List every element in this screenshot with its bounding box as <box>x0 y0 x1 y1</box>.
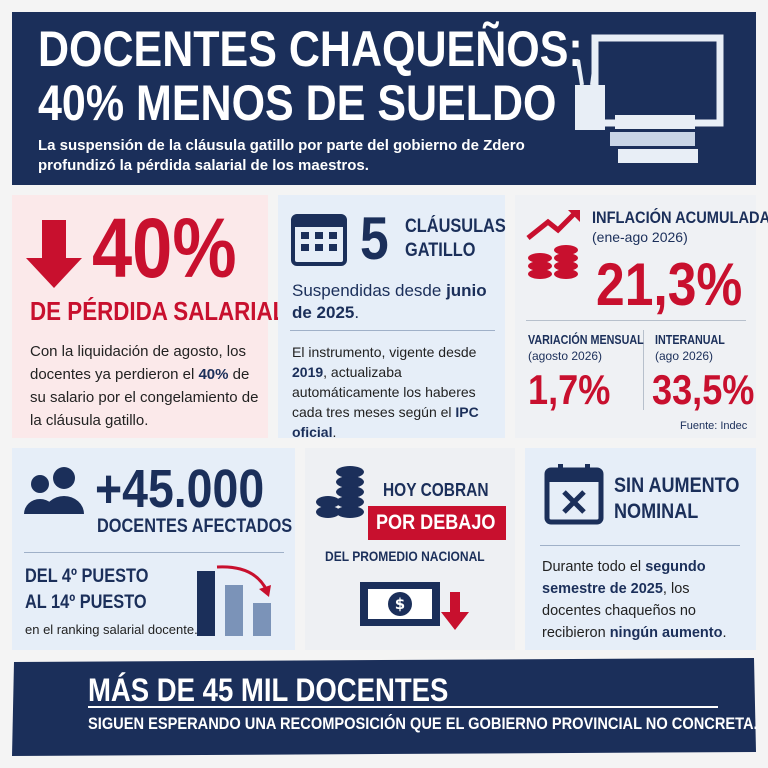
text: , actualizaba automáticamente los habere… <box>292 364 476 420</box>
highlight-box <box>368 506 506 540</box>
coins-icon <box>316 466 364 518</box>
label: VARIACIÓN MENSUAL <box>528 333 644 347</box>
down-arrow-icon <box>26 220 82 288</box>
big-figure: +45.000 <box>95 459 265 519</box>
calendar-x-icon <box>544 464 604 525</box>
text: El instrumento, vigente desde <box>292 344 477 360</box>
label: INTERANUAL <box>655 333 725 347</box>
divider <box>88 706 718 708</box>
body-text: El instrumento, vigente desde 2019, actu… <box>292 342 500 442</box>
text: Durante todo el <box>542 559 646 575</box>
footer-title: MÁS DE 45 MIL DOCENTES <box>88 672 449 708</box>
text: . <box>332 424 337 440</box>
ranking: DEL 4º PUESTO <box>25 566 149 587</box>
title: 40% MENOS DE SUELDO <box>38 75 557 131</box>
calendar-icon <box>291 214 347 266</box>
body-text: Con la liquidación de agosto, los docent… <box>30 340 260 432</box>
text: , los docentes chaqueños no recibieron <box>542 581 696 641</box>
big-figure: 5 <box>360 205 389 272</box>
label: NOMINAL <box>614 500 699 523</box>
divider <box>24 552 284 553</box>
board-icon <box>575 34 724 163</box>
subtitle: La suspensión de la cláusula gatillo por… <box>38 137 525 174</box>
big-figure: 21,3% <box>596 251 743 318</box>
card <box>515 195 756 438</box>
text: Con la liquidación de agosto, los docent… <box>30 343 246 383</box>
divider <box>540 545 740 546</box>
ranking: AL 14º PUESTO <box>25 592 147 613</box>
label: GATILLO <box>405 240 476 261</box>
label: DE PÉRDIDA SALARIAL <box>30 296 287 326</box>
subtitle-text: Suspendidas desde junio de 2025. <box>292 280 497 324</box>
text: . <box>722 625 727 641</box>
text: . <box>354 303 360 322</box>
label: CLÁUSULAS <box>405 216 506 237</box>
bold-text: 2019 <box>292 364 324 380</box>
label: SIN AUMENTO <box>614 474 740 497</box>
money-icon: $ <box>360 582 469 630</box>
inflation-icon <box>526 210 580 279</box>
bold-text: 40% <box>198 366 229 383</box>
body-text: Durante todo el segundo semestre de 2025… <box>542 556 747 644</box>
text: de su salario por el congelamiento de la… <box>30 366 259 429</box>
divider <box>290 330 495 331</box>
label: INFLACIÓN ACUMULADA <box>592 208 768 227</box>
figure: 1,7% <box>528 366 611 413</box>
period: (ago 2026) <box>655 349 714 363</box>
big-figure: 40% <box>92 201 237 295</box>
highlight: POR DEBAJO <box>376 511 496 534</box>
bold-text: ningún aumento <box>609 625 723 641</box>
period: (ene-ago 2026) <box>592 229 688 245</box>
title: DOCENTES CHAQUEÑOS: <box>38 21 583 77</box>
svg-text:$: $ <box>395 595 405 613</box>
text: Suspendidas desde <box>292 281 447 300</box>
note: en el ranking salarial docente. <box>25 622 198 637</box>
divider <box>643 330 644 410</box>
source: Fuente: Indec <box>680 420 748 432</box>
period: (agosto 2026) <box>528 349 603 363</box>
label: HOY COBRAN <box>383 480 489 500</box>
bold-text: junio de 2025 <box>292 281 487 322</box>
ranking-icon <box>197 565 271 636</box>
divider <box>526 320 746 321</box>
label: DEL PROMEDIO NACIONAL <box>325 548 485 564</box>
figure: 33,5% <box>652 366 755 413</box>
bold-text: segundo semestre de 2025 <box>542 559 706 597</box>
footer-subtitle: SIGUEN ESPERANDO UNA RECOMPOSICIÓN QUE E… <box>88 714 758 733</box>
label: DOCENTES AFECTADOS <box>97 516 293 537</box>
people-icon <box>24 467 84 514</box>
bold-text: IPC oficial <box>292 404 479 440</box>
